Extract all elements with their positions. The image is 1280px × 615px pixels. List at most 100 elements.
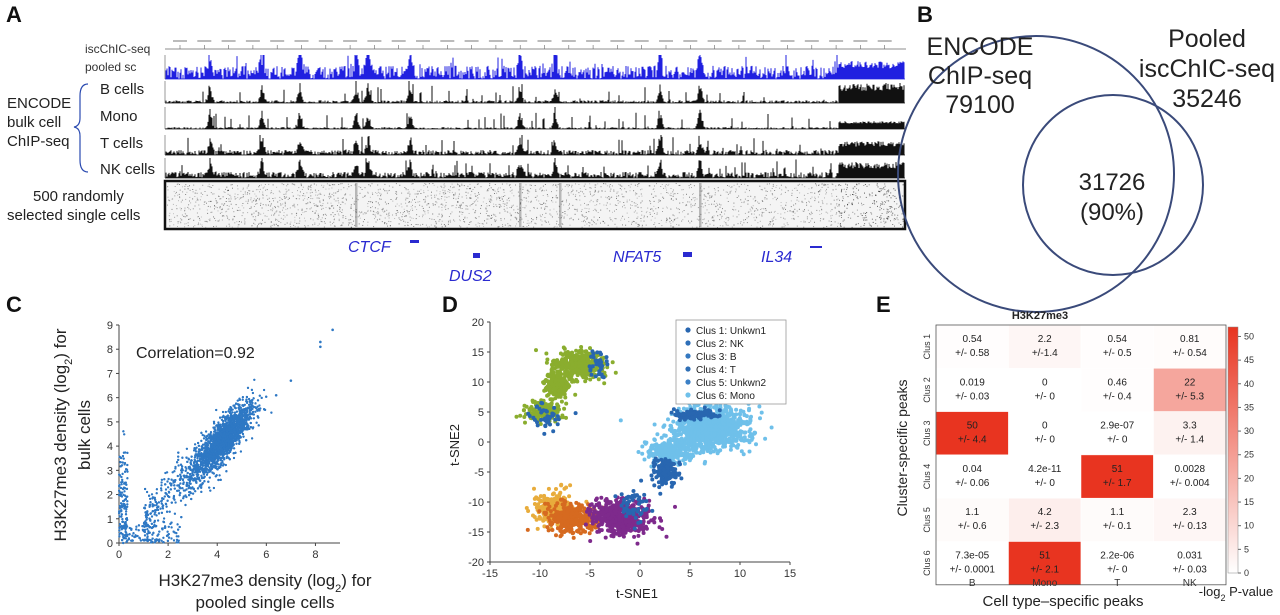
track-mono	[164, 107, 905, 130]
ruler-tick-label	[513, 40, 528, 42]
c-point	[263, 408, 266, 411]
c-point	[203, 460, 206, 463]
c-x-axis-label: H3K27me3 density (log2) for	[158, 571, 371, 595]
c-point	[201, 476, 204, 479]
c-point	[179, 499, 183, 502]
c-point	[174, 501, 177, 504]
c-y-tick-label: 2	[107, 490, 113, 502]
c-point	[121, 518, 124, 521]
c-xlabel-part1: H3K27me3 density (log	[158, 571, 335, 590]
c-point	[128, 533, 131, 536]
c-point	[165, 505, 168, 508]
c-point	[163, 478, 166, 481]
group-brace	[73, 83, 89, 173]
c-point	[212, 486, 215, 490]
c-point	[199, 479, 202, 482]
c-point	[208, 435, 211, 438]
c-point	[201, 482, 204, 485]
c-point	[181, 465, 184, 468]
c-y-tick-label: 4	[107, 441, 113, 453]
ruler-tick-label	[416, 40, 430, 42]
c-point	[153, 496, 156, 499]
c-point	[167, 477, 170, 481]
gene-label-il34: IL34	[761, 249, 792, 266]
c-point	[249, 426, 252, 429]
c-point	[208, 476, 211, 479]
panel-b-letter: B	[917, 2, 933, 27]
c-point	[202, 437, 206, 440]
c-point	[159, 507, 162, 510]
c-point	[215, 408, 218, 412]
c-point	[173, 487, 176, 490]
c-point	[177, 464, 180, 467]
c-point	[120, 515, 123, 518]
c-point	[121, 491, 124, 494]
c-point	[127, 538, 130, 541]
c-point	[160, 500, 163, 503]
panel-c: C H3K27me3 density (log2) for bulk cells…	[6, 292, 372, 612]
c-point	[135, 528, 138, 531]
c-point	[150, 493, 154, 496]
track-mono-signal	[165, 107, 905, 129]
c-point	[151, 537, 154, 540]
c-point	[227, 410, 230, 413]
c-point	[120, 483, 123, 486]
c-point	[253, 378, 256, 381]
c-point	[151, 510, 155, 513]
c-point	[241, 396, 244, 399]
c-point	[120, 509, 123, 512]
c-point	[199, 483, 202, 486]
c-point	[174, 465, 177, 469]
c-point	[126, 500, 129, 503]
c-x-tick-label: 6	[263, 549, 269, 561]
c-point	[171, 471, 174, 474]
c-point	[181, 487, 184, 490]
c-point	[177, 528, 180, 531]
venn-overlap-percent: (90%)	[1080, 199, 1144, 226]
venn-left-title1: ENCODE	[927, 33, 1034, 61]
c-point	[208, 470, 211, 473]
c-ylabel-part2: ) for	[51, 328, 70, 359]
ruler-tick-label	[829, 40, 844, 42]
c-point	[185, 488, 188, 491]
ruler-tick-label	[367, 40, 382, 42]
c-point	[196, 457, 199, 460]
c-point	[208, 454, 211, 457]
c-point	[224, 423, 227, 426]
c-point	[195, 453, 198, 456]
c-point	[178, 494, 181, 497]
venn-left-title2: ChIP-seq	[928, 62, 1032, 90]
venn-circle-encode	[897, 35, 1175, 313]
panel-a: A iscChIC-seq pooled sc ENCODE bulk cell…	[6, 2, 907, 285]
random-label-line1: 500 randomly	[33, 188, 124, 205]
c-point	[197, 441, 200, 445]
c-point	[137, 529, 140, 532]
c-point	[141, 538, 145, 541]
c-point	[118, 526, 121, 530]
ruler-tick-label	[877, 40, 892, 42]
c-point	[158, 530, 161, 533]
c-point	[125, 510, 128, 513]
c-point	[163, 517, 166, 520]
c-point	[126, 470, 129, 473]
c-point	[167, 533, 170, 536]
venn-right-count: 35246	[1172, 85, 1242, 113]
c-point	[241, 432, 245, 436]
c-point	[165, 534, 169, 538]
c-point	[247, 417, 250, 420]
c-point	[235, 402, 238, 405]
c-point	[231, 411, 234, 414]
c-point	[239, 450, 242, 453]
c-point	[154, 525, 157, 528]
c-point	[205, 430, 208, 433]
c-point	[233, 404, 236, 407]
panel-b: B ENCODE ChIP-seq 79100 Pooled iscChIC-s…	[897, 2, 1275, 313]
c-point	[225, 456, 228, 460]
gene-model-dus2	[473, 253, 480, 258]
c-ylabel-line2: bulk cells	[75, 400, 94, 470]
c-point	[199, 449, 202, 452]
track-label-top1: iscChIC-seq	[85, 42, 150, 56]
track-label-nk-cells: NK cells	[100, 161, 155, 178]
c-point	[157, 533, 160, 536]
c-point	[183, 474, 186, 477]
